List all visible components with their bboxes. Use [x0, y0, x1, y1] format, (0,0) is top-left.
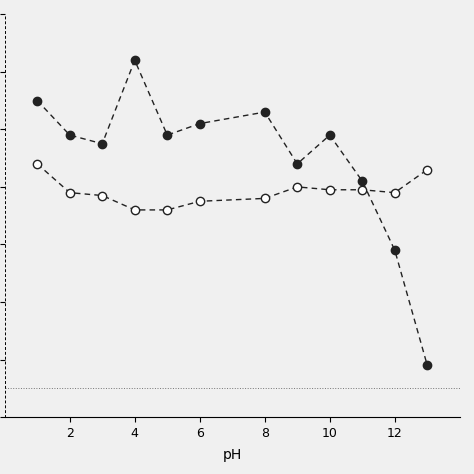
X-axis label: pH: pH — [223, 448, 242, 462]
